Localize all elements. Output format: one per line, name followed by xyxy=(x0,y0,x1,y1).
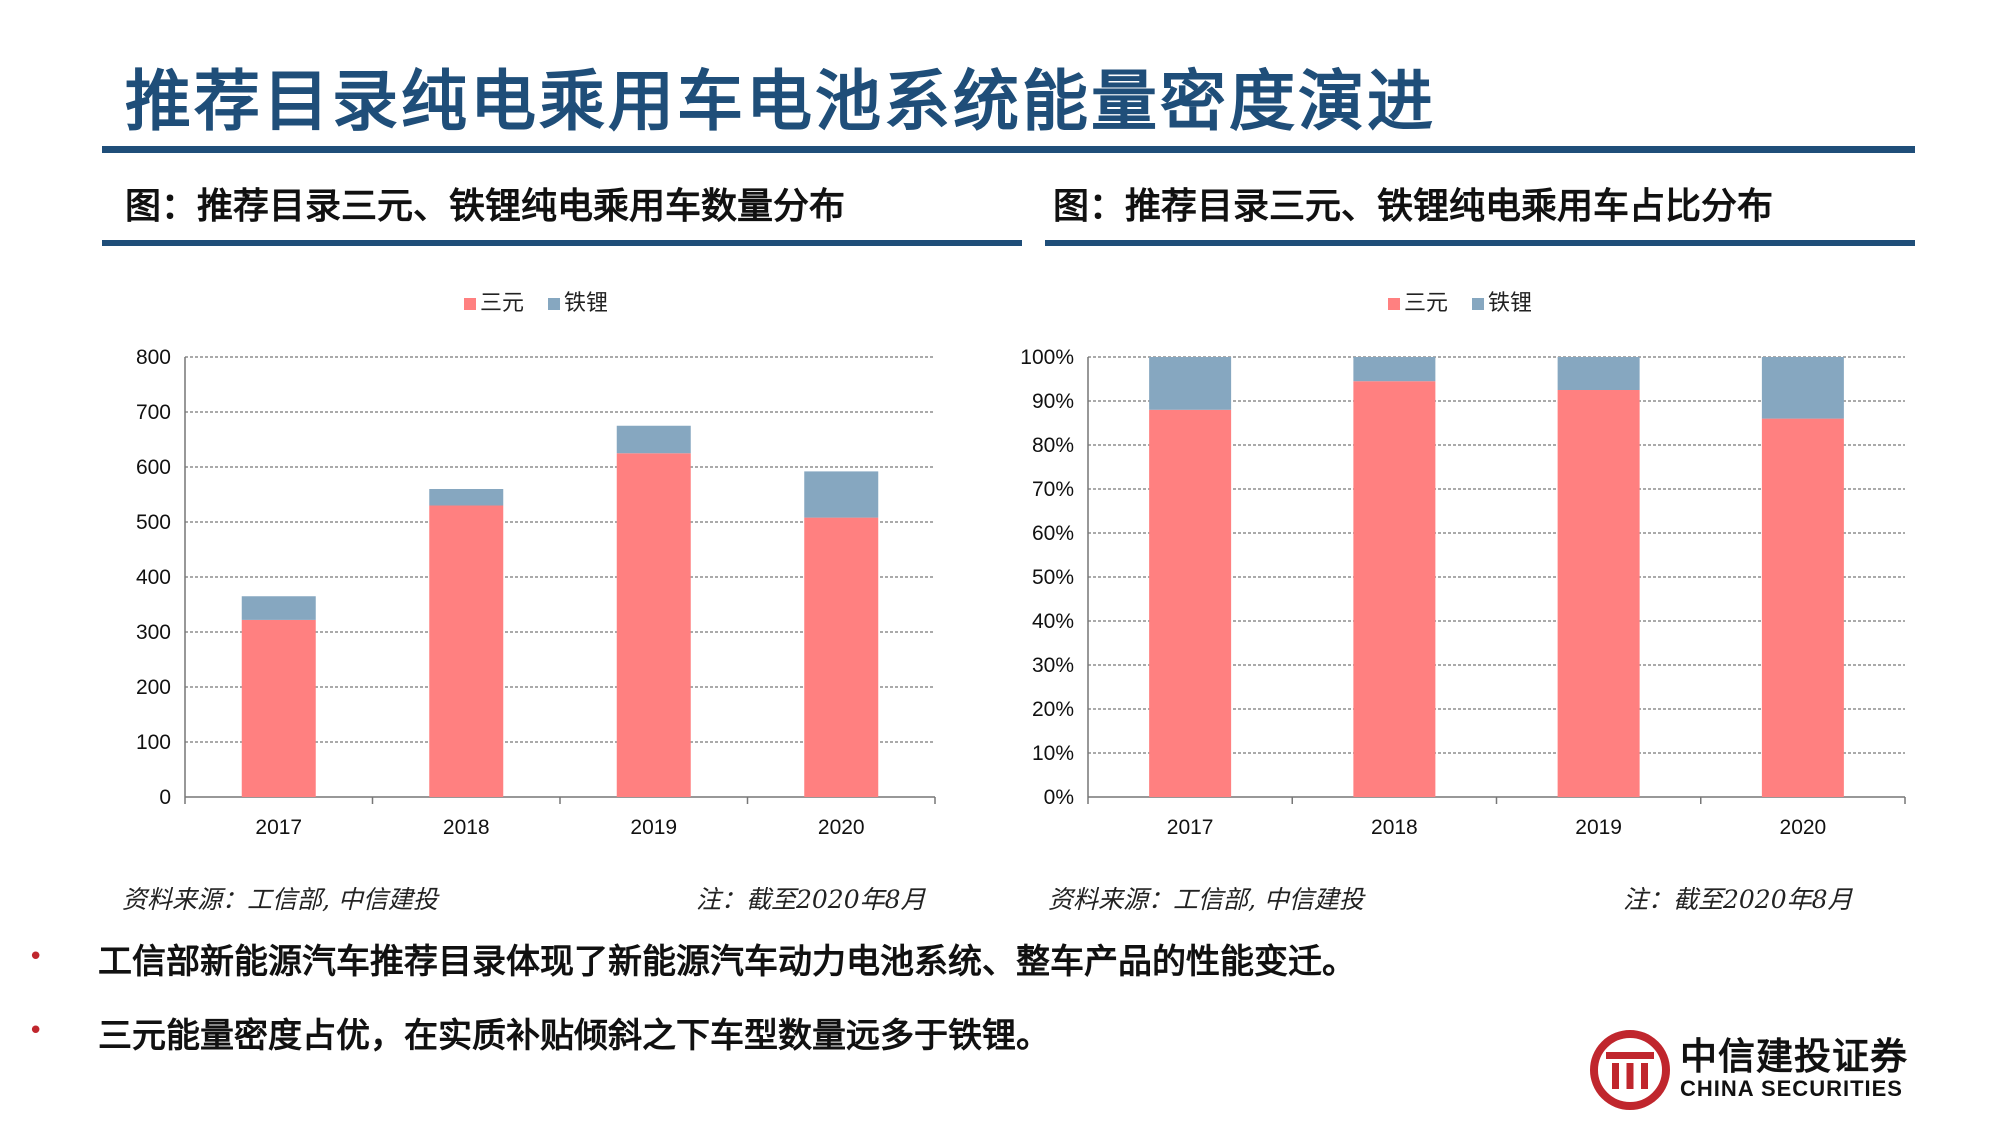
count-chart-x-tick-label-1: 2018 xyxy=(443,816,490,839)
share-chart-y-tick-label-3: 30% xyxy=(1032,654,1074,677)
share-chart-y-tick-label-5: 50% xyxy=(1032,566,1074,589)
share-chart-y-tick-label-6: 60% xyxy=(1032,522,1074,545)
count-chart-y-tick-label-2: 200 xyxy=(136,676,171,699)
figure-1-underline xyxy=(102,240,1022,246)
share-chart-y-tick-label-4: 40% xyxy=(1032,610,1074,633)
share-chart-bar-三元-2019 xyxy=(1557,390,1640,797)
count-chart-y-tick-label-8: 800 xyxy=(136,346,171,369)
share-stacked-bar-chart: 三元 铁锂 0% 10% 20% 30% 40% 50% 60% 70% 80% 90% 100% 201… xyxy=(975,270,1915,850)
share-chart-bar-铁锂-2019 xyxy=(1557,357,1640,390)
count-chart-bar-铁锂-2018 xyxy=(429,489,504,506)
figure-2-title: 图：推荐目录三元、铁锂纯电乘用车占比分布 xyxy=(1053,186,1774,227)
logo-name-cn: 中信建投证券 xyxy=(1680,1035,1908,1078)
count-chart-legend-swatch-1 xyxy=(548,298,560,310)
page-title: 推荐目录纯电乘用车电池系统能量密度演进 xyxy=(125,63,1436,140)
share-chart-x-tick-label-3: 2020 xyxy=(1780,816,1827,839)
share-chart-bar-三元-2018 xyxy=(1353,381,1436,797)
figure-1-note: 注：截至2020年8月 xyxy=(696,885,926,914)
bullet-text-1: 工信部新能源汽车推荐目录体现了新能源汽车动力电池系统、整车产品的性能变迁。 xyxy=(98,942,1356,982)
count-chart-y-tick-label-3: 300 xyxy=(136,621,171,644)
share-chart-x-tick-label-0: 2017 xyxy=(1167,816,1214,839)
share-chart-y-tick-label-1: 10% xyxy=(1032,742,1074,765)
share-chart-bar-铁锂-2020 xyxy=(1761,357,1844,419)
citic-logo-icon xyxy=(1590,1030,1670,1110)
count-chart-legend-label-0: 三元 xyxy=(480,291,524,316)
share-chart-y-tick-label-10: 100% xyxy=(1020,346,1074,369)
share-chart-legend-label-0: 三元 xyxy=(1404,291,1448,316)
figure-2-note: 注：截至2020年8月 xyxy=(1623,885,1853,914)
title-underline xyxy=(102,146,1915,153)
share-chart-bar-三元-2017 xyxy=(1149,409,1232,797)
bullet-text-2: 三元能量密度占优，在实质补贴倾斜之下车型数量远多于铁锂。 xyxy=(98,1016,1050,1056)
count-chart-y-tick-label-6: 600 xyxy=(136,456,171,479)
share-chart-bar-铁锂-2017 xyxy=(1149,357,1232,410)
count-chart-bar-铁锂-2017 xyxy=(241,596,316,620)
figure-1-source: 资料来源：工信部, 中信建投 xyxy=(122,885,438,914)
share-chart-y-tick-label-8: 80% xyxy=(1032,434,1074,457)
count-chart-bar-三元-2017 xyxy=(241,619,316,797)
count-chart-bar-三元-2020 xyxy=(804,517,879,797)
count-chart-y-tick-label-1: 100 xyxy=(136,731,171,754)
count-chart-bar-铁锂-2020 xyxy=(804,471,879,518)
figure-2-source: 资料来源：工信部, 中信建投 xyxy=(1048,885,1364,914)
share-chart-y-tick-label-2: 20% xyxy=(1032,698,1074,721)
share-chart-y-tick-label-7: 70% xyxy=(1032,478,1074,501)
share-chart-x-tick-label-2: 2019 xyxy=(1575,816,1622,839)
share-chart-bar-三元-2020 xyxy=(1761,418,1844,797)
count-chart-bar-三元-2019 xyxy=(616,453,691,797)
share-chart-legend-swatch-0 xyxy=(1388,298,1400,310)
figure-2-underline xyxy=(1045,240,1915,246)
share-chart-legend-label-1: 铁锂 xyxy=(1488,291,1532,316)
count-chart-y-tick-label-0: 0 xyxy=(159,786,171,809)
company-logo: 中信建投证券 CHINA SECURITIES xyxy=(1590,1022,1915,1112)
count-chart-x-tick-label-0: 2017 xyxy=(255,816,302,839)
count-chart-y-tick-label-4: 400 xyxy=(136,566,171,589)
count-chart-legend-label-1: 铁锂 xyxy=(564,291,608,316)
figure-1-title: 图：推荐目录三元、铁锂纯电乘用车数量分布 xyxy=(125,186,846,227)
bullet-dot-1: • xyxy=(28,942,44,972)
share-chart-bar-铁锂-2018 xyxy=(1353,357,1436,382)
logo-name-en: CHINA SECURITIES xyxy=(1680,1076,1903,1101)
count-chart-bar-三元-2018 xyxy=(429,505,504,797)
share-chart-x-tick-label-1: 2018 xyxy=(1371,816,1418,839)
count-chart-x-tick-label-2: 2019 xyxy=(630,816,677,839)
share-chart-y-tick-label-9: 90% xyxy=(1032,390,1074,413)
bullet-dot-2: • xyxy=(28,1016,44,1046)
count-chart-bar-铁锂-2019 xyxy=(616,425,691,454)
count-chart-svg: 三元 铁锂 0 100 200 300 400 500 600 700 800 2017 2018 201… xyxy=(136,291,936,839)
share-chart-svg: 三元 铁锂 0% 10% 20% 30% 40% 50% 60% 70% 80% 90% 100% 201… xyxy=(1020,291,1906,839)
share-chart-legend-swatch-1 xyxy=(1472,298,1484,310)
share-chart-y-tick-label-0: 0% xyxy=(1044,786,1074,809)
count-chart-x-tick-label-3: 2020 xyxy=(818,816,865,839)
count-stacked-bar-chart: 三元 铁锂 0 100 200 300 400 500 600 700 800 2017 2018 201… xyxy=(100,270,1040,850)
count-chart-legend-swatch-0 xyxy=(464,298,476,310)
count-chart-y-tick-label-5: 500 xyxy=(136,511,171,534)
count-chart-y-tick-label-7: 700 xyxy=(136,401,171,424)
